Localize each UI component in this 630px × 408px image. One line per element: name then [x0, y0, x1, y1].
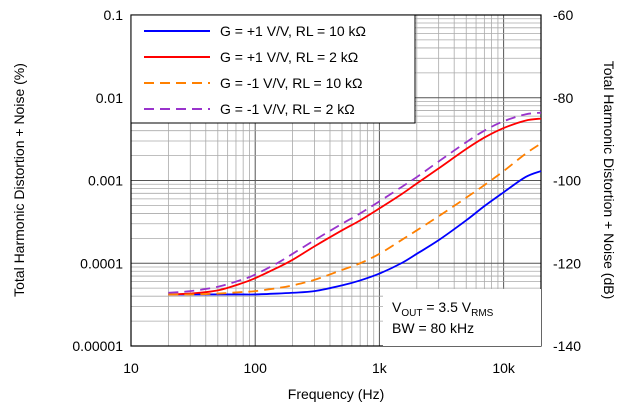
annotation-box — [383, 289, 541, 346]
series-line-g-1-v-v-rl-10-k — [168, 170, 542, 296]
x-tick-label: 10 — [123, 360, 139, 376]
annotation-line-1: VOUT = 3.5 VRMS — [392, 299, 494, 319]
annotation-line-2: BW = 80 kHz — [392, 320, 474, 336]
y-tick-label-left: 0.01 — [96, 90, 123, 106]
series-line-g-1-v-v-rl-2-k — [168, 111, 542, 294]
series-lines — [168, 111, 542, 296]
y-tick-label-left: 0.1 — [104, 7, 124, 23]
tick-labels: 10 100 1k 10k 0.1 0.01 0.001 0.0001 0.00001 -60 -8… — [72, 7, 581, 376]
y-tick-label-right: -80 — [553, 90, 573, 106]
y-tick-label-left: 0.0001 — [80, 255, 123, 271]
y-tick-label-right: -120 — [553, 255, 581, 271]
y-tick-label-right: -60 — [553, 7, 573, 23]
y-tick-label-right: -100 — [553, 173, 581, 189]
legend-label: G = +1 V/V, RL = 10 kΩ — [220, 23, 366, 39]
x-tick-label: 10k — [492, 360, 516, 376]
series-line-g-1-v-v-rl-10-k — [168, 142, 542, 296]
x-tick-label: 100 — [244, 360, 268, 376]
y-tick-label-right: -140 — [553, 338, 581, 354]
y-axis-title-left: Total Harmonic Distortion + Noise (%) — [11, 63, 27, 297]
y-axis-title-right: Total Harmonic Distortion + Noise (dB) — [601, 61, 617, 299]
x-tick-label: 1k — [372, 360, 388, 376]
legend-box — [130, 14, 416, 124]
legend-label: G = -1 V/V, RL = 10 kΩ — [220, 75, 363, 91]
x-axis-title: Frequency (Hz) — [288, 386, 384, 402]
annotation: VOUT = 3.5 VRMS BW = 80 kHz — [383, 289, 541, 346]
legend-items: G = +1 V/V, RL = 10 kΩ G = +1 V/V, RL = 2… — [144, 23, 366, 117]
legend-label: G = +1 V/V, RL = 2 kΩ — [220, 49, 358, 65]
y-tick-label-left: 0.00001 — [72, 338, 123, 354]
legend-label: G = -1 V/V, RL = 2 kΩ — [220, 101, 355, 117]
legend: G = +1 V/V, RL = 10 kΩ G = +1 V/V, RL = 2… — [130, 14, 416, 124]
y-tick-label-left: 0.001 — [88, 173, 123, 189]
series-line-g-1-v-v-rl-2-k — [168, 117, 542, 296]
